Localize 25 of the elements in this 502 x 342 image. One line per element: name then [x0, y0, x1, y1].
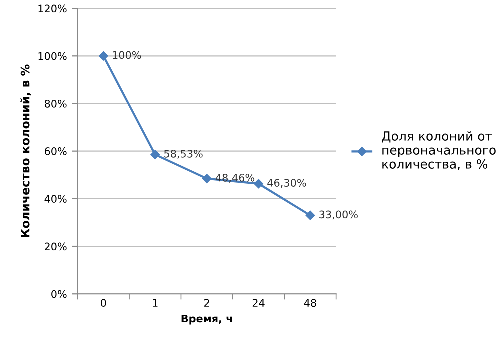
x-tick-label: 48: [304, 299, 316, 308]
legend-label: Доля колоний от первоначального количества, в %: [382, 131, 496, 170]
y-tick-label: 100%: [38, 52, 67, 60]
y-tick-label: 80%: [44, 100, 67, 108]
point: [254, 179, 264, 189]
point: [99, 52, 108, 61]
x-tick-label: 1: [153, 299, 158, 307]
data-label: 46,30%: [268, 179, 306, 188]
x-axis-title: Время, ч: [182, 314, 232, 325]
point: [306, 210, 316, 220]
y-tick-label: 40%: [44, 195, 67, 204]
y-tick-label: 120%: [38, 4, 67, 13]
data-label: 33,00%: [320, 210, 358, 220]
y-tick-label: 20%: [45, 242, 67, 251]
data-label: 48,46%: [216, 174, 255, 183]
x-tick-label: 24: [252, 299, 265, 307]
x-tick-label: 2: [204, 299, 210, 307]
y-axis-title: Количество колоний, в %: [20, 64, 32, 238]
data-label: 100%: [113, 51, 142, 60]
x-tick-label: 0: [101, 299, 106, 308]
y-tick-label: 60%: [44, 148, 67, 156]
data-label: 58,53%: [164, 150, 203, 159]
y-tick-label: 0%: [52, 290, 67, 298]
point: [150, 150, 160, 160]
point: [202, 174, 212, 184]
